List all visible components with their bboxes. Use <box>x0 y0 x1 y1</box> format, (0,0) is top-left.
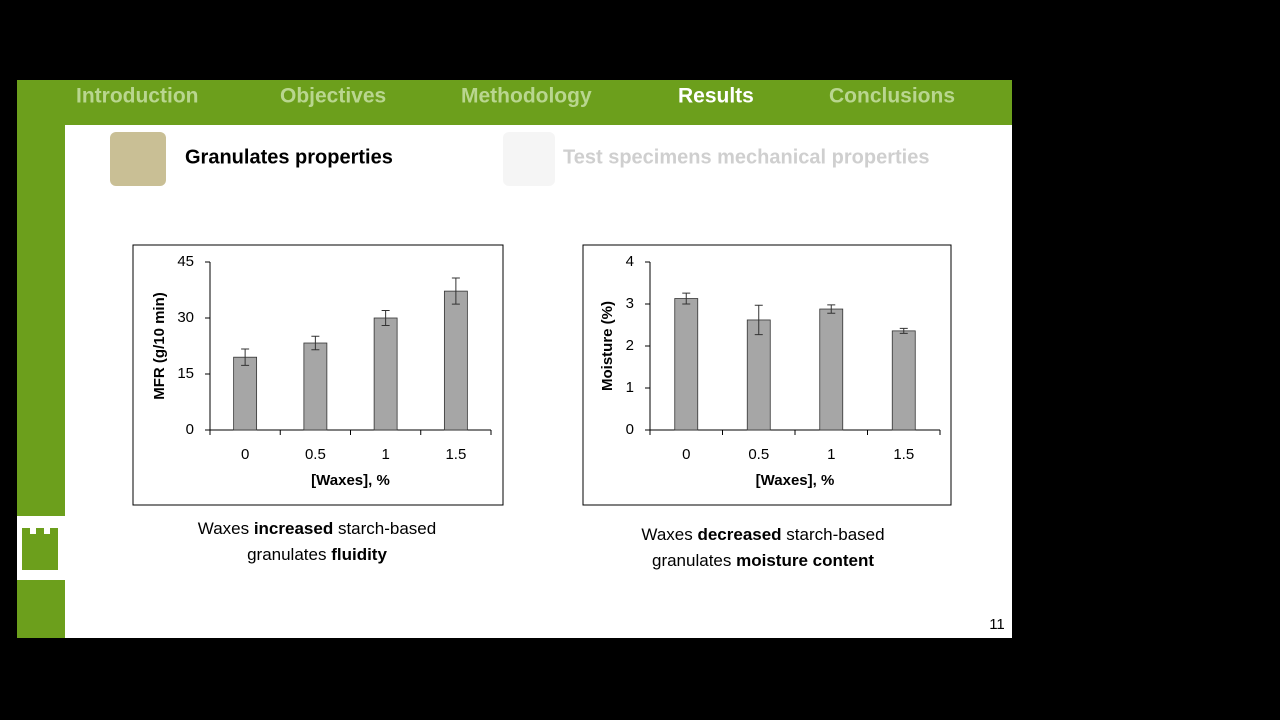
bar <box>746 319 771 431</box>
caption: granulates moisture content <box>652 551 874 570</box>
bar <box>674 298 699 431</box>
caption-part: granulates <box>652 551 736 570</box>
y-tick-label: 3 <box>626 295 634 312</box>
x-tick-label: 0.5 <box>748 446 769 463</box>
x-tick-label: 1 <box>381 446 389 463</box>
caption-part: moisture content <box>736 551 874 570</box>
caption-part: fluidity <box>331 545 387 564</box>
caption-part: Waxes <box>198 519 254 538</box>
caption: Waxes decreased starch-based <box>641 525 884 544</box>
y-tick-label: 1 <box>626 379 634 396</box>
caption-part: increased <box>254 519 333 538</box>
nav-tab[interactable]: Introduction <box>76 85 198 108</box>
x-tick-label: 1.5 <box>893 446 914 463</box>
caption-part: starch-based <box>782 525 885 544</box>
chart-frame <box>582 244 952 506</box>
caption-part: granulates <box>247 545 331 564</box>
error-bar <box>827 304 836 314</box>
nav-tab[interactable]: Objectives <box>280 85 386 108</box>
caption: granulates fluidity <box>247 545 387 564</box>
error-bar <box>451 277 460 305</box>
caption-part: Waxes <box>641 525 697 544</box>
chart-frame <box>132 244 504 506</box>
y-tick-label: 45 <box>177 253 194 270</box>
y-tick-label: 15 <box>177 365 194 382</box>
caption: Waxes increased starch-based <box>198 519 436 538</box>
logo <box>22 528 58 570</box>
y-axis-title: MFR (g/10 min) <box>151 292 168 400</box>
granulates-image <box>110 132 166 186</box>
x-tick-label: 1.5 <box>445 446 466 463</box>
x-tick-label: 0 <box>241 446 249 463</box>
bar <box>891 330 916 431</box>
x-tick-label: 0 <box>682 446 690 463</box>
error-bar <box>899 327 908 334</box>
top-bar <box>17 80 1012 125</box>
bar <box>819 308 844 431</box>
bar <box>443 290 468 431</box>
y-tick-label: 0 <box>186 421 194 438</box>
error-bar <box>241 348 250 366</box>
nav-tab[interactable]: Methodology <box>461 85 592 108</box>
bar <box>303 342 328 431</box>
y-axis-title: Moisture (%) <box>599 301 616 391</box>
section-title: Granulates properties <box>185 146 393 168</box>
caption-part: starch-based <box>333 519 436 538</box>
error-bar <box>311 335 320 351</box>
nav-tab[interactable]: Results <box>678 85 754 108</box>
error-bar <box>754 304 763 336</box>
y-tick-label: 4 <box>626 253 634 270</box>
y-tick-label: 0 <box>626 421 634 438</box>
specimens-image <box>503 132 555 186</box>
section-title[interactable]: Test specimens mechanical properties <box>563 146 929 168</box>
x-tick-label: 1 <box>827 446 835 463</box>
x-axis-title: [Waxes], % <box>756 472 835 489</box>
page-number: 11 <box>989 616 1005 633</box>
y-tick-label: 2 <box>626 337 634 354</box>
nav-tab[interactable]: Conclusions <box>829 85 955 108</box>
x-tick-label: 0.5 <box>305 446 326 463</box>
error-bar <box>682 292 691 305</box>
error-bar <box>381 310 390 326</box>
y-tick-label: 30 <box>177 309 194 326</box>
x-axis-title: [Waxes], % <box>311 472 390 489</box>
bar <box>233 356 258 431</box>
caption-part: decreased <box>697 525 781 544</box>
bar <box>373 317 398 431</box>
